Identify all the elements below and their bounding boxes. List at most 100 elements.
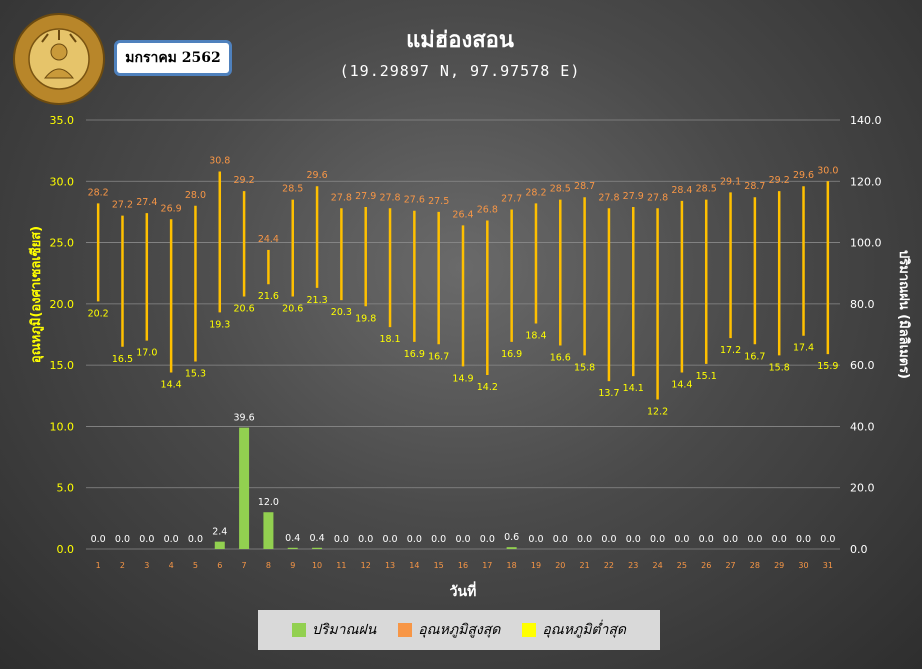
rain-data-label: 0.0 (747, 534, 762, 545)
x-axis-tick-label: 23 (628, 561, 638, 570)
legend-label-rain: ปริมาณฝน (311, 622, 377, 638)
left-axis-tick-label: 10.0 (50, 420, 75, 433)
tmin-data-label: 15.9 (817, 361, 838, 372)
tmax-data-label: 27.6 (404, 195, 425, 206)
left-axis-title: อุณหภูมิ(องศาเซลเซียส) (28, 226, 44, 363)
rain-data-label: 0.0 (553, 534, 568, 545)
x-axis-tick-label: 31 (823, 561, 833, 570)
x-axis-tick-label: 14 (409, 561, 419, 570)
rain-data-label: 0.0 (407, 534, 422, 545)
tmin-data-label: 15.1 (696, 371, 717, 382)
tmin-data-label: 15.8 (769, 362, 790, 373)
station-coordinates: (19.29897 N, 97.97578 E) (339, 62, 581, 80)
rain-bar (214, 541, 225, 549)
x-axis-tick-label: 13 (385, 561, 395, 570)
rain-bar (239, 427, 250, 549)
rain-data-label: 0.0 (480, 534, 495, 545)
x-axis-tick-label: 4 (169, 561, 174, 570)
tmax-data-label: 29.2 (234, 175, 255, 186)
x-axis-tick-label: 15 (434, 561, 444, 570)
tmin-data-label: 14.1 (623, 383, 644, 394)
rain-data-label: 0.4 (285, 533, 300, 544)
rain-data-label: 0.0 (188, 534, 203, 545)
x-axis-tick-label: 6 (217, 561, 222, 570)
x-axis-tick-label: 9 (290, 561, 295, 570)
x-axis-tick-label: 5 (193, 561, 198, 570)
rain-bar (506, 547, 517, 549)
tmin-data-label: 21.3 (306, 295, 327, 306)
tmin-data-label: 20.2 (88, 308, 109, 319)
rain-data-label: 0.0 (699, 534, 714, 545)
tmax-data-label: 29.2 (769, 175, 790, 186)
x-axis-tick-label: 8 (266, 561, 271, 570)
month-label: มกราคม 2562 (114, 40, 232, 76)
tmax-data-label: 28.4 (671, 185, 692, 196)
legend-item-tmax: อุณหภูมิสูงสุด (398, 619, 500, 641)
tmin-data-label: 17.4 (793, 343, 814, 354)
legend-label-tmin: อุณหภูมิต่ำสุด (542, 622, 627, 638)
x-axis-tick-label: 11 (336, 561, 346, 570)
rain-data-label: 0.0 (772, 534, 787, 545)
legend-item-rain: ปริมาณฝน (291, 619, 377, 641)
tmax-data-label: 28.5 (282, 184, 303, 195)
tmin-data-label: 19.8 (355, 313, 376, 324)
x-axis-tick-label: 22 (604, 561, 614, 570)
x-axis-tick-label: 3 (144, 561, 149, 570)
rain-data-label: 0.0 (650, 534, 665, 545)
tmin-data-label: 21.6 (258, 291, 279, 302)
x-axis-tick-label: 1 (96, 561, 101, 570)
left-axis-tick-label: 0.0 (57, 543, 75, 556)
tmin-data-label: 18.4 (525, 330, 546, 341)
left-axis-tick-label: 15.0 (50, 359, 75, 372)
x-axis-tick-label: 21 (580, 561, 590, 570)
tmax-data-label: 28.5 (550, 184, 571, 195)
tmin-data-label: 12.2 (647, 406, 668, 417)
tmax-data-label: 28.2 (88, 187, 109, 198)
tmax-data-label: 24.4 (258, 234, 279, 245)
tmax-data-label: 30.0 (817, 165, 838, 176)
rain-data-label: 2.4 (212, 527, 227, 538)
right-axis-tick-label: 20.0 (850, 482, 875, 495)
rain-data-label: 39.6 (234, 413, 255, 424)
rain-data-label: 12.0 (258, 497, 279, 508)
rain-data-label: 0.0 (164, 534, 179, 545)
tmax-data-label: 29.1 (720, 176, 741, 187)
x-axis-title: วันที่ (450, 581, 477, 600)
tmin-data-label: 20.3 (331, 307, 352, 318)
tmin-data-label: 20.6 (282, 304, 303, 315)
tmax-data-label: 26.8 (477, 205, 498, 216)
tmax-data-label: 28.7 (574, 181, 595, 192)
tmin-data-label: 18.1 (379, 334, 400, 345)
tmin-data-label: 14.4 (161, 379, 182, 390)
x-axis-tick-label: 27 (725, 561, 735, 570)
tmax-data-label: 27.8 (331, 192, 352, 203)
tmin-data-label: 15.8 (574, 362, 595, 373)
x-axis-tick-label: 7 (242, 561, 247, 570)
x-axis-tick-label: 30 (798, 561, 808, 570)
legend-swatch-rain (291, 623, 306, 637)
tmax-data-label: 26.9 (161, 203, 182, 214)
left-axis-tick-label: 30.0 (50, 175, 75, 188)
tmin-data-label: 19.3 (209, 319, 230, 330)
tmax-data-label: 28.7 (744, 181, 765, 192)
tmax-data-label: 27.7 (501, 193, 522, 204)
rain-bar (263, 512, 274, 549)
x-axis-tick-label: 26 (701, 561, 711, 570)
tmax-data-label: 27.8 (598, 192, 619, 203)
tmax-data-label: 27.9 (623, 191, 644, 202)
rain-data-label: 0.0 (601, 534, 616, 545)
tmin-data-label: 16.6 (550, 353, 571, 364)
right-axis-tick-label: 0.0 (850, 543, 868, 556)
rain-data-label: 0.4 (310, 533, 325, 544)
tmax-data-label: 27.4 (136, 197, 157, 208)
meteorological-department-logo (13, 13, 105, 105)
right-axis-tick-label: 80.0 (850, 298, 875, 311)
rain-data-label: 0.0 (91, 534, 106, 545)
rain-data-label: 0.0 (528, 534, 543, 545)
chart-legend: ปริมาณฝน อุณหภูมิสูงสุด อุณหภูมิต่ำสุด (258, 610, 660, 650)
tmax-data-label: 27.8 (647, 192, 668, 203)
right-axis-tick-label: 140.0 (850, 114, 882, 127)
x-axis-tick-label: 16 (458, 561, 468, 570)
rain-data-label: 0.0 (382, 534, 397, 545)
tmax-data-label: 26.4 (452, 209, 473, 220)
